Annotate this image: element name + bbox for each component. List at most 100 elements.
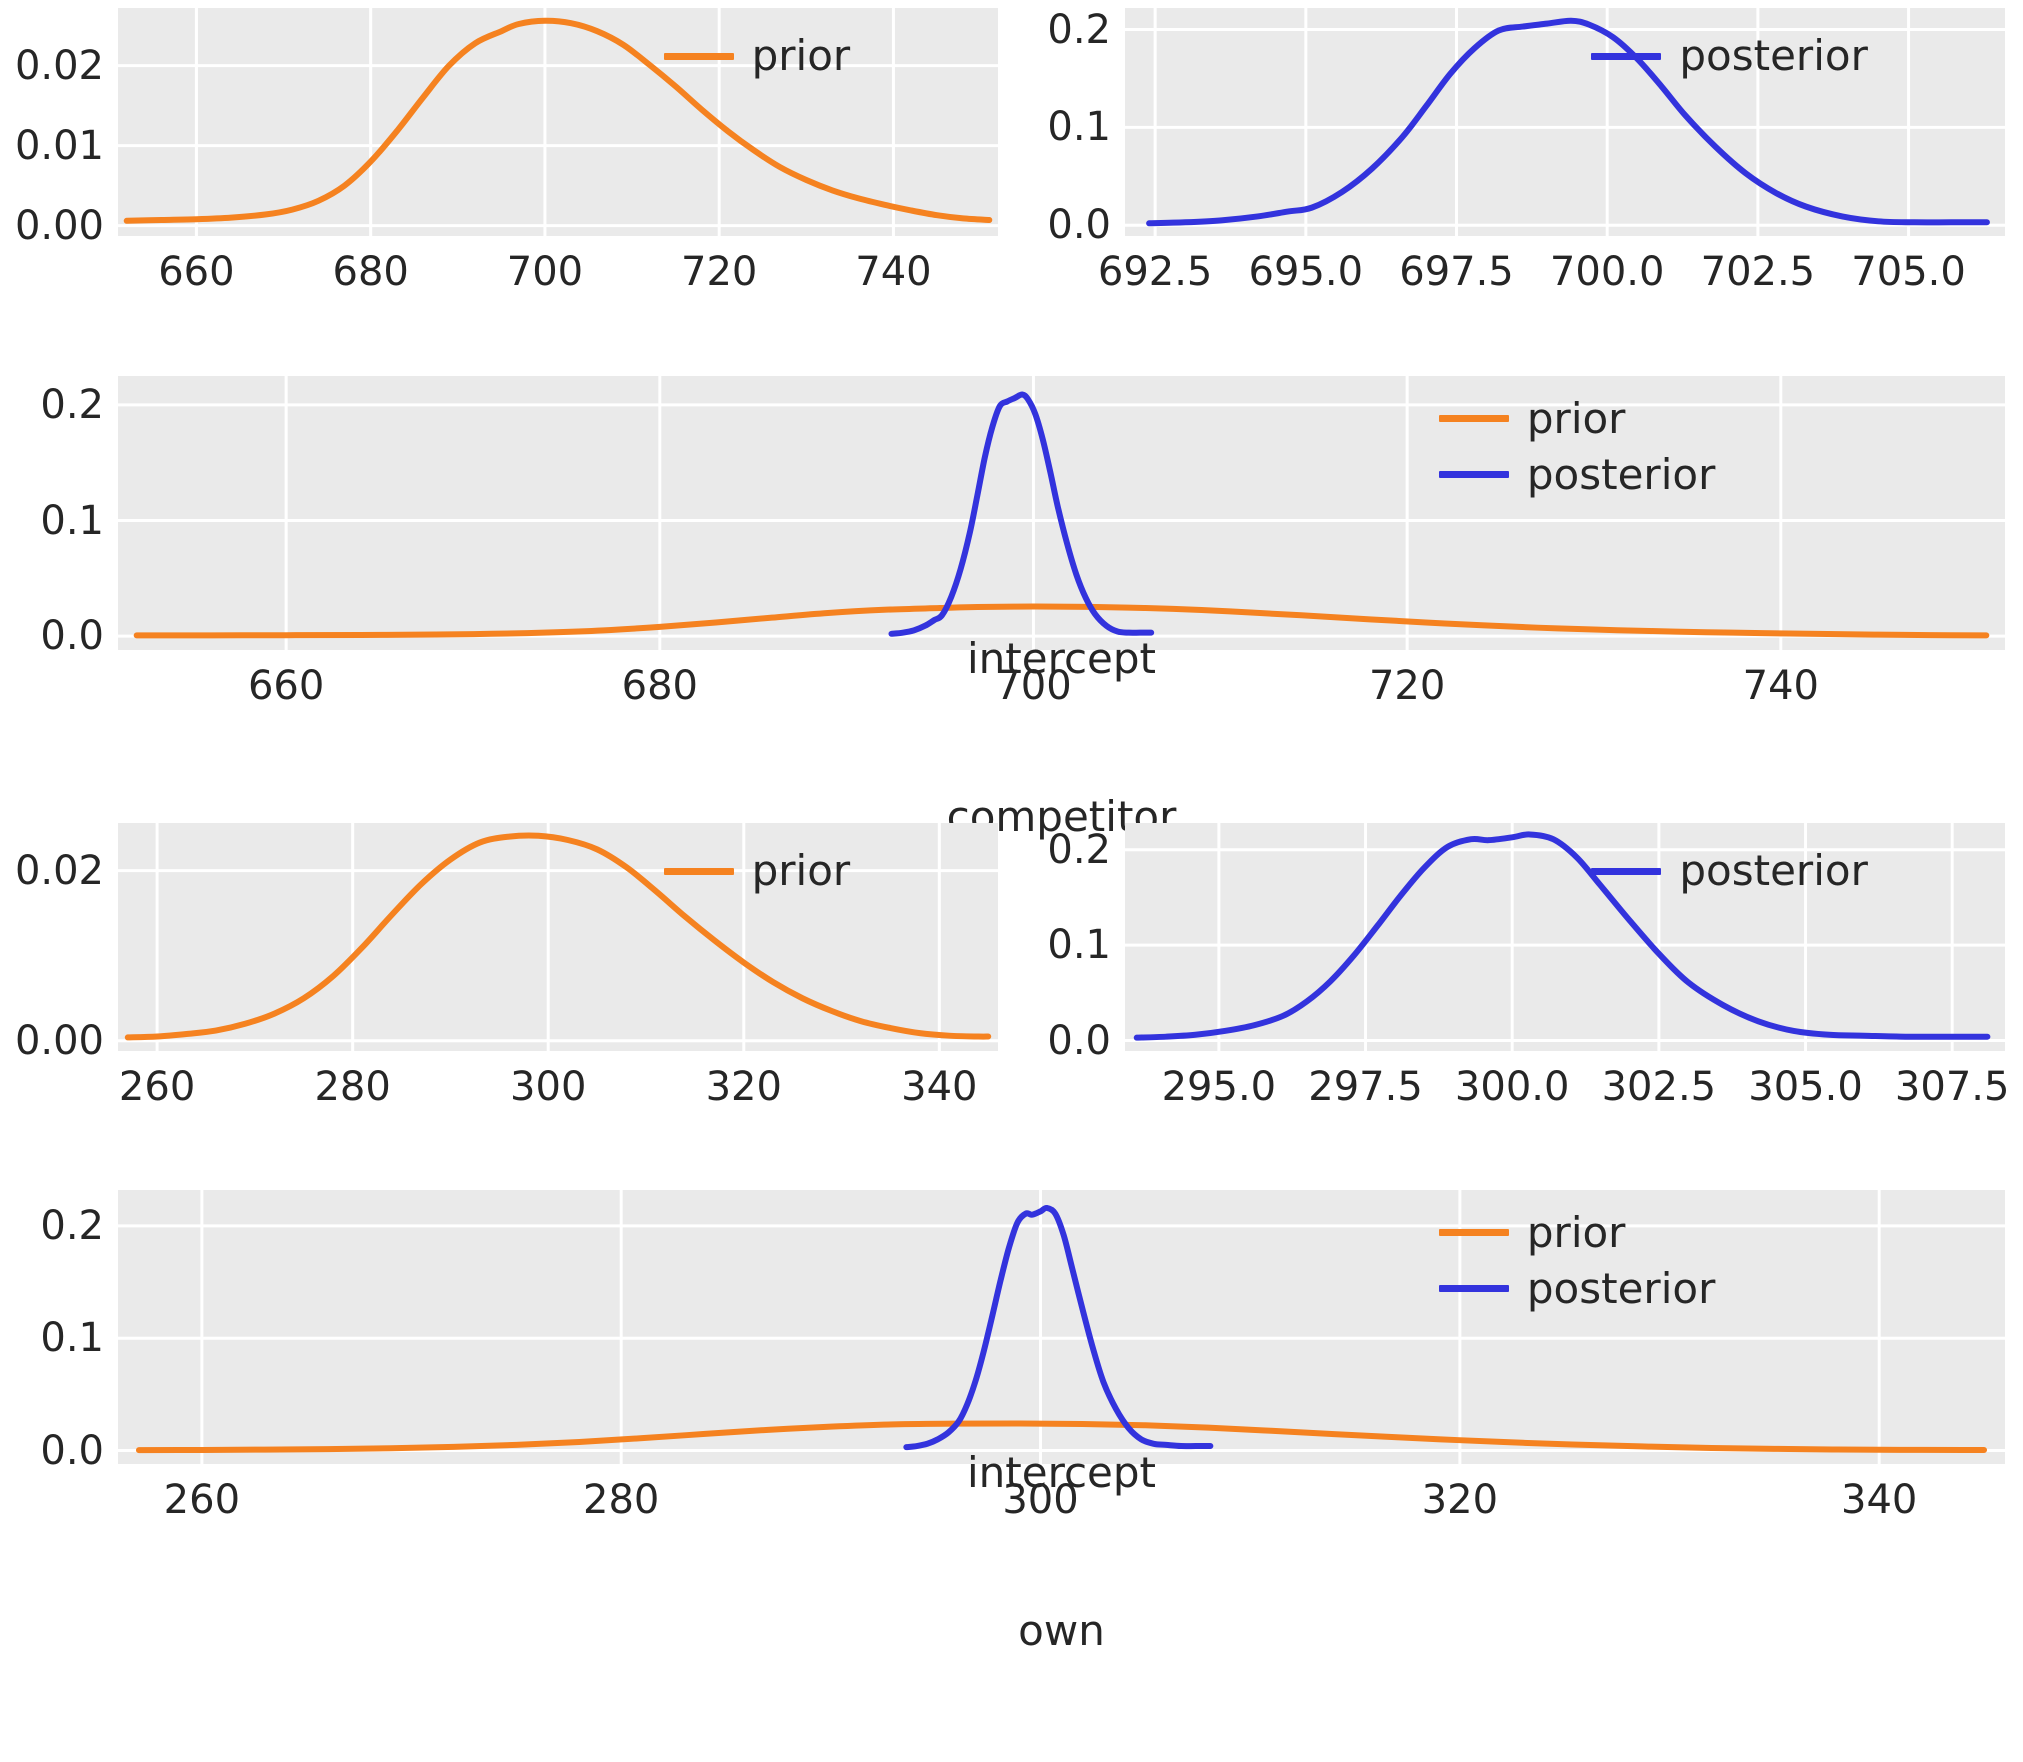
legend-label-posterior: posterior <box>1679 846 1868 896</box>
plot-svg-own-combined <box>118 1190 2005 1464</box>
x-tick-label: 300 <box>510 1064 587 1110</box>
legend-entry-posterior[interactable]: posterior <box>1438 1263 1716 1313</box>
legend-competitor-prior[interactable]: prior <box>663 35 850 77</box>
y-tick-label: 0.2 <box>40 1202 104 1249</box>
x-tick-label: 702.5 <box>1700 249 1816 295</box>
series-line-prior <box>128 835 988 1037</box>
y-tick-label: 0.00 <box>14 202 104 249</box>
figure-canvas: 0.00 0.01 0.02 660 680 700 720 740 prior 0.0 0.1… <box>14 8 2010 1655</box>
x-tick-label: 300 <box>1002 1477 1079 1523</box>
x-tick-label: 692.5 <box>1097 249 1213 295</box>
x-tick-label: 320 <box>705 1064 782 1110</box>
plot-area: 0.00 0.01 0.02 660 680 700 720 740 <box>15 8 998 292</box>
legend-swatch-prior-icon <box>1438 1229 1509 1237</box>
series-line-posterior <box>1149 21 1987 224</box>
x-tick-label: 307.5 <box>1894 1064 2010 1110</box>
panel-own-combined: 0.0 0.1 0.2 260 280 300 320 340 prior posterior… <box>40 1190 2005 1655</box>
legend-label-posterior: posterior <box>1526 449 1716 499</box>
plot-svg-competitor-combined <box>118 376 2005 650</box>
legend-label-posterior: posterior <box>1679 31 1868 81</box>
legend-own-combined[interactable]: prior posterior <box>1438 1207 1716 1313</box>
x-tick-label: 320 <box>1421 1477 1499 1523</box>
x-tick-label: 700 <box>995 663 1072 709</box>
panel-competitor-combined: 0.0 0.1 0.2 660 680 700 720 740 prior posterior… <box>40 376 2005 841</box>
legend-entry-prior[interactable]: prior <box>1438 393 1715 443</box>
x-tick-label: 695.0 <box>1248 249 1364 295</box>
x-tick-label: 700.0 <box>1549 249 1665 295</box>
y-tick-label: 0.2 <box>1047 826 1111 873</box>
legend-competitor-posterior[interactable]: posterior <box>1591 31 1868 81</box>
x-tick-label: 720 <box>681 249 758 295</box>
y-tick-label: 0.1 <box>40 1315 104 1362</box>
axis-title-own-line1: intercept <box>967 1448 1156 1497</box>
x-tick-label: 660 <box>158 249 235 295</box>
legend-swatch-posterior-icon <box>1438 471 1509 479</box>
plot-svg-competitor-posterior <box>1125 8 2005 236</box>
series-line-posterior <box>1137 834 1988 1037</box>
legend-swatch-prior-icon <box>663 52 734 60</box>
x-tick-label: 660 <box>247 663 325 709</box>
y-tick-label: 0.1 <box>1047 104 1111 151</box>
y-tick-label: 0.0 <box>1047 202 1111 249</box>
y-tick-label: 0.1 <box>40 497 104 544</box>
x-tick-label: 297.5 <box>1308 1064 1423 1110</box>
panel-own-posterior: 0.0 0.1 0.2 295.0 297.5 300.0 302.5 305.0 307.5 … <box>1047 823 2009 1107</box>
panel-competitor-prior: 0.00 0.01 0.02 660 680 700 720 740 prior <box>15 8 998 292</box>
legend-entry-posterior[interactable]: posterior <box>1591 846 1868 896</box>
legend-swatch-posterior-icon <box>1591 867 1662 875</box>
y-tick-label: 0.1 <box>1047 922 1111 969</box>
x-tick-label: 680 <box>332 249 409 295</box>
series-line-posterior <box>906 1208 1210 1447</box>
series-line-prior <box>137 607 1987 636</box>
legend-swatch-prior-icon <box>1438 415 1509 423</box>
x-tick-label: 740 <box>855 249 932 295</box>
legend-own-prior[interactable]: prior <box>663 850 850 892</box>
x-tick-label: 340 <box>901 1064 978 1110</box>
x-tick-label: 280 <box>314 1064 391 1110</box>
legend-label-prior: prior <box>1526 1207 1626 1257</box>
axis-title-own-line2: own <box>1018 1605 1105 1655</box>
x-tick-label: 260 <box>118 1064 196 1110</box>
x-tick-label: 305.0 <box>1748 1064 1863 1110</box>
plot-svg-own-prior <box>118 823 998 1051</box>
legend-entry-posterior[interactable]: posterior <box>1438 449 1716 499</box>
series-line-posterior <box>891 394 1151 633</box>
legend-competitor-combined[interactable]: prior posterior <box>1438 393 1716 499</box>
legend-swatch-posterior-icon <box>1591 52 1662 60</box>
legend-label-prior: prior <box>1526 393 1626 443</box>
y-tick-label: 0.02 <box>14 847 104 894</box>
x-tick-label: 260 <box>163 1477 241 1523</box>
x-tick-label: 705.0 <box>1851 249 1966 295</box>
legend-entry-posterior[interactable]: posterior <box>1591 31 1868 81</box>
x-tick-label: 720 <box>1368 663 1446 709</box>
panel-competitor-posterior: 0.0 0.1 0.2 692.5 695.0 697.5 700.0 702.5 705.0 … <box>1047 8 2005 292</box>
x-tick-label: 295.0 <box>1161 1064 1277 1110</box>
axis-title-competitor-line1: intercept <box>967 634 1156 683</box>
plot-area: 0.00 0.02 260 280 300 320 340 <box>15 823 998 1107</box>
plot-area: 0.0 0.1 0.2 692.5 695.0 697.5 700.0 702.5 705.0 <box>1047 8 2005 292</box>
panel-own-prior: 0.00 0.02 260 280 300 320 340 prior <box>15 823 998 1107</box>
x-tick-label: 680 <box>621 663 698 709</box>
series-line-prior <box>127 21 990 221</box>
y-tick-label: 0.00 <box>14 1017 104 1064</box>
x-tick-label: 280 <box>583 1477 660 1523</box>
x-tick-label: 302.5 <box>1601 1064 1717 1110</box>
x-tick-label: 740 <box>1742 663 1819 709</box>
x-tick-label: 697.5 <box>1399 249 1514 295</box>
y-tick-label: 0.2 <box>40 381 104 428</box>
plot-area: 0.0 0.1 0.2 295.0 297.5 300.0 302.5 305.0 307.5 <box>1047 823 2009 1107</box>
legend-entry-prior[interactable]: prior <box>663 850 850 892</box>
y-tick-label: 0.0 <box>40 1427 104 1474</box>
y-tick-label: 0.0 <box>40 613 104 660</box>
legend-own-posterior[interactable]: posterior <box>1591 846 1868 896</box>
legend-entry-prior[interactable]: prior <box>1438 1207 1715 1257</box>
y-tick-label: 0.2 <box>1047 6 1111 53</box>
plot-area: 0.0 0.1 0.2 260 280 300 320 340 <box>40 1190 2005 1520</box>
legend-label-posterior: posterior <box>1526 1263 1716 1313</box>
x-tick-label: 340 <box>1841 1477 1918 1523</box>
legend-swatch-prior-icon <box>663 867 734 875</box>
series-line-prior <box>139 1423 1984 1450</box>
legend-entry-prior[interactable]: prior <box>663 35 850 77</box>
plot-svg-own-posterior <box>1125 823 2005 1051</box>
axis-title-own: intercept own <box>967 1342 1156 1762</box>
